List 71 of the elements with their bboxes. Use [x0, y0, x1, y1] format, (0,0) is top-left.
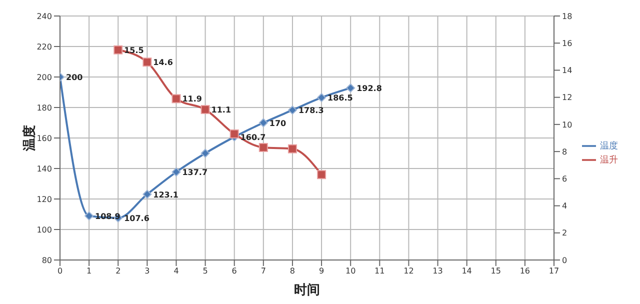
x-tick-label: 5 [202, 266, 208, 276]
point [142, 58, 152, 67]
data-label: 178.3 [298, 106, 324, 116]
data-label: 186.5 [328, 94, 354, 103]
x-tick-label: 15 [490, 266, 501, 276]
y2-tick-label: 8 [562, 147, 568, 156]
x-tick-label: 4 [174, 266, 179, 276]
x-tick-label: 8 [290, 266, 296, 276]
x-tick-label: 17 [548, 266, 560, 276]
point [288, 144, 297, 154]
point [172, 94, 181, 104]
y-tick-label: 200 [36, 72, 52, 82]
point [142, 190, 152, 199]
point [258, 118, 268, 128]
point [200, 148, 210, 158]
x-tick-label: 14 [462, 266, 472, 276]
point [172, 168, 181, 177]
x-tick-label: 6 [232, 266, 237, 276]
point [230, 129, 239, 138]
x-tick-label: 16 [520, 266, 530, 276]
y2-tick-label: 12 [562, 93, 572, 102]
point [317, 170, 326, 180]
y-tick-label: 240 [36, 12, 52, 21]
x-axis-title: 时间 [294, 283, 320, 298]
y2-tick-label: 4 [562, 202, 568, 211]
x-tick-label: 3 [144, 266, 150, 276]
x-tick-label: 7 [260, 266, 266, 276]
data-label: 170 [269, 118, 287, 128]
y-tick-label: 140 [36, 164, 52, 174]
data-label: 192.8 [356, 84, 382, 93]
data-label: 11.1 [211, 106, 232, 115]
data-label: 15.5 [124, 46, 144, 55]
y2-tick-label: 0 [562, 256, 568, 265]
x-tick-label: 1 [86, 266, 92, 276]
x-tick-label: 9 [318, 266, 324, 276]
data-label: 14.6 [153, 58, 174, 68]
data-label: 160.7 [240, 132, 266, 142]
data-label: 11.9 [182, 94, 202, 104]
data-label: 137.7 [182, 168, 208, 178]
x-tick-label: 2 [116, 266, 121, 276]
point [317, 93, 326, 102]
x-tick-label: 10 [345, 266, 356, 276]
y2-tick-label: 6 [562, 174, 568, 184]
y-axis-title: 温度 [22, 125, 38, 152]
data-label: 123.1 [153, 190, 179, 200]
y-tick-label: 100 [36, 225, 52, 234]
point [258, 142, 268, 152]
point [114, 45, 123, 54]
y2-tick-label: 18 [562, 12, 572, 21]
point [346, 83, 356, 92]
x-tick-label: 12 [404, 266, 414, 276]
x-tick-label: 0 [57, 266, 63, 276]
y-tick-label: 160 [36, 134, 52, 143]
point [200, 105, 210, 114]
y-tick-label: 220 [36, 42, 52, 52]
y2-tick-label: 14 [562, 66, 572, 76]
y-tick-label: 180 [36, 103, 52, 112]
y-tick-label: 120 [36, 194, 52, 204]
y2-tick-label: 10 [562, 120, 572, 130]
y-tick-label: 80 [42, 256, 52, 265]
legend-label: 温度 [600, 141, 618, 152]
point [288, 106, 297, 115]
data-label: 108.9 [95, 212, 121, 221]
y2-tick-label: 16 [562, 38, 572, 48]
y2-tick-label: 2 [562, 228, 568, 238]
legend-label: 温升 [600, 155, 618, 166]
point [84, 211, 94, 220]
x-tick-label: 11 [374, 266, 385, 276]
data-label: 200 [66, 73, 84, 82]
data-label: 107.6 [124, 214, 150, 223]
x-tick-label: 13 [432, 266, 443, 276]
